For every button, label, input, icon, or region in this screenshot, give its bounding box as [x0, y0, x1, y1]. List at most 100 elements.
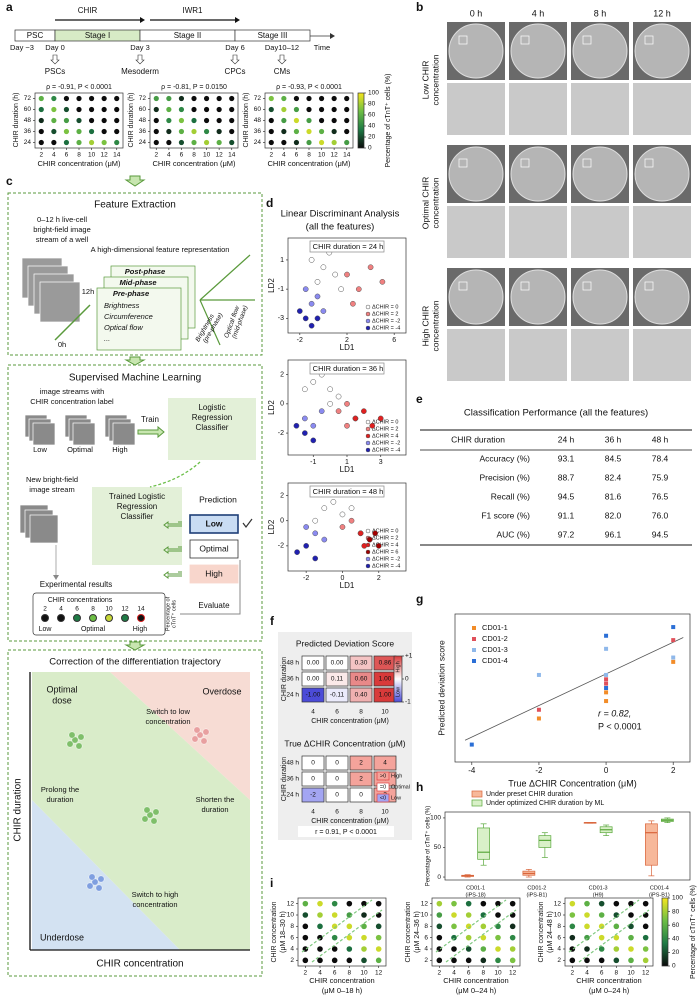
row-label: concentration [430, 300, 440, 351]
y-axis-label: CHIR duration (h) [128, 93, 135, 148]
label: (iPS-18) [466, 892, 486, 898]
dot [203, 106, 210, 113]
label: cTnT⁺ cells [170, 600, 177, 628]
x-tick-label: -2 [535, 766, 543, 775]
label: P < 0.0001 [598, 721, 642, 731]
dot [166, 95, 172, 102]
cell-label: 0 [359, 792, 363, 799]
zoom-image [447, 83, 505, 135]
point [310, 437, 317, 444]
stage-box [234, 29, 311, 42]
dot [216, 106, 222, 113]
point [314, 278, 321, 285]
colorbar-tick-label: 100 [368, 90, 379, 97]
x-tick-label: 12 [216, 152, 224, 159]
label: (μM 18–30 h) [280, 911, 287, 953]
dot [480, 946, 487, 952]
cell [191, 735, 199, 743]
dot [509, 934, 516, 941]
plot-title: CHIR duration = 48 h [313, 487, 384, 496]
arrow [163, 521, 182, 529]
table-cell: 88.7 [558, 472, 575, 482]
legend-label: CD01-1 [482, 623, 508, 632]
label: CHIR concentration [576, 976, 641, 985]
colorbar-tick-label: 0 [368, 145, 372, 152]
box-title: Correction of the differentiation trajec… [49, 657, 221, 668]
arrow [54, 304, 91, 341]
point [302, 286, 309, 293]
label: Trained Logistic [109, 492, 165, 501]
label: Train [141, 415, 159, 424]
dot [76, 139, 82, 146]
y-tick-label: 60 [139, 106, 147, 113]
dot [178, 139, 185, 146]
dot [361, 934, 367, 941]
dot [598, 912, 605, 918]
table-cell: 76.0 [652, 510, 669, 520]
legend-label: ΔCHIR = 0 [372, 528, 398, 534]
row-label: concentration [430, 177, 440, 228]
time-label: 8 h [594, 8, 607, 18]
point [604, 699, 609, 704]
point [338, 286, 344, 293]
label: CD01-4 [650, 885, 669, 891]
x-tick-label: 4 [318, 970, 322, 977]
y-tick-label: -3 [278, 315, 284, 322]
label: r = 0.82, [598, 708, 631, 718]
dot [465, 912, 472, 918]
label: CHIR concentration [538, 901, 545, 962]
panel-label: d [266, 196, 273, 210]
y-tick-label: 6 [424, 934, 428, 941]
arrow-head [330, 33, 335, 39]
table-cell: F1 score (%) [481, 510, 530, 520]
feature-box [7, 192, 263, 356]
time-label: 4 h [532, 8, 545, 18]
heatmap-cell [301, 771, 325, 787]
legend-label: Under optimized CHIR duration by ML [486, 800, 604, 807]
table-cell: 82.4 [605, 472, 622, 482]
point [335, 408, 342, 415]
point [320, 308, 327, 314]
dot [191, 95, 197, 102]
x-tick-label: 10 [381, 809, 389, 816]
dot [38, 117, 44, 124]
point [302, 315, 309, 322]
arrow-head [235, 17, 240, 23]
plot-frame [287, 359, 407, 456]
dot [628, 912, 634, 918]
dot [465, 934, 472, 941]
heatmap-cell [301, 787, 325, 803]
y-tick-label: 0 [280, 518, 284, 525]
legend-label: ΔCHIR = -2 [372, 318, 400, 324]
cell-label: -2 [310, 792, 316, 799]
cell-label: -0.11 [330, 692, 345, 699]
well [510, 23, 566, 79]
down-arrow [50, 54, 60, 65]
point [344, 400, 350, 407]
legend-marker [365, 325, 371, 331]
label: High [395, 661, 401, 672]
dot [281, 106, 287, 113]
cell-label: 0.00 [331, 660, 344, 667]
label: duration [46, 795, 73, 804]
y-tick-label: 8 [290, 923, 294, 930]
dot [613, 946, 620, 952]
dot [63, 117, 70, 124]
colorbar-tick-label: 20 [368, 134, 376, 141]
well [572, 269, 628, 325]
table-cell: 94.5 [558, 491, 575, 501]
y-tick-label: 48 [24, 117, 32, 124]
y-axis-label: CHIR duration [281, 657, 288, 701]
dot [306, 117, 312, 124]
colorbar-tick-label: 60 [368, 112, 376, 119]
colorbar-label: Percentage of cTnT⁺ cells (%) [385, 74, 392, 168]
x-axis-label: CHIR concentration (μM) [267, 159, 351, 168]
dot [317, 946, 323, 952]
dot [318, 106, 325, 113]
label: concentration [132, 900, 177, 909]
zoom-image [509, 329, 567, 381]
dot [114, 117, 120, 124]
image [32, 422, 56, 446]
label: Evaluate [198, 601, 230, 610]
dot [509, 957, 516, 964]
